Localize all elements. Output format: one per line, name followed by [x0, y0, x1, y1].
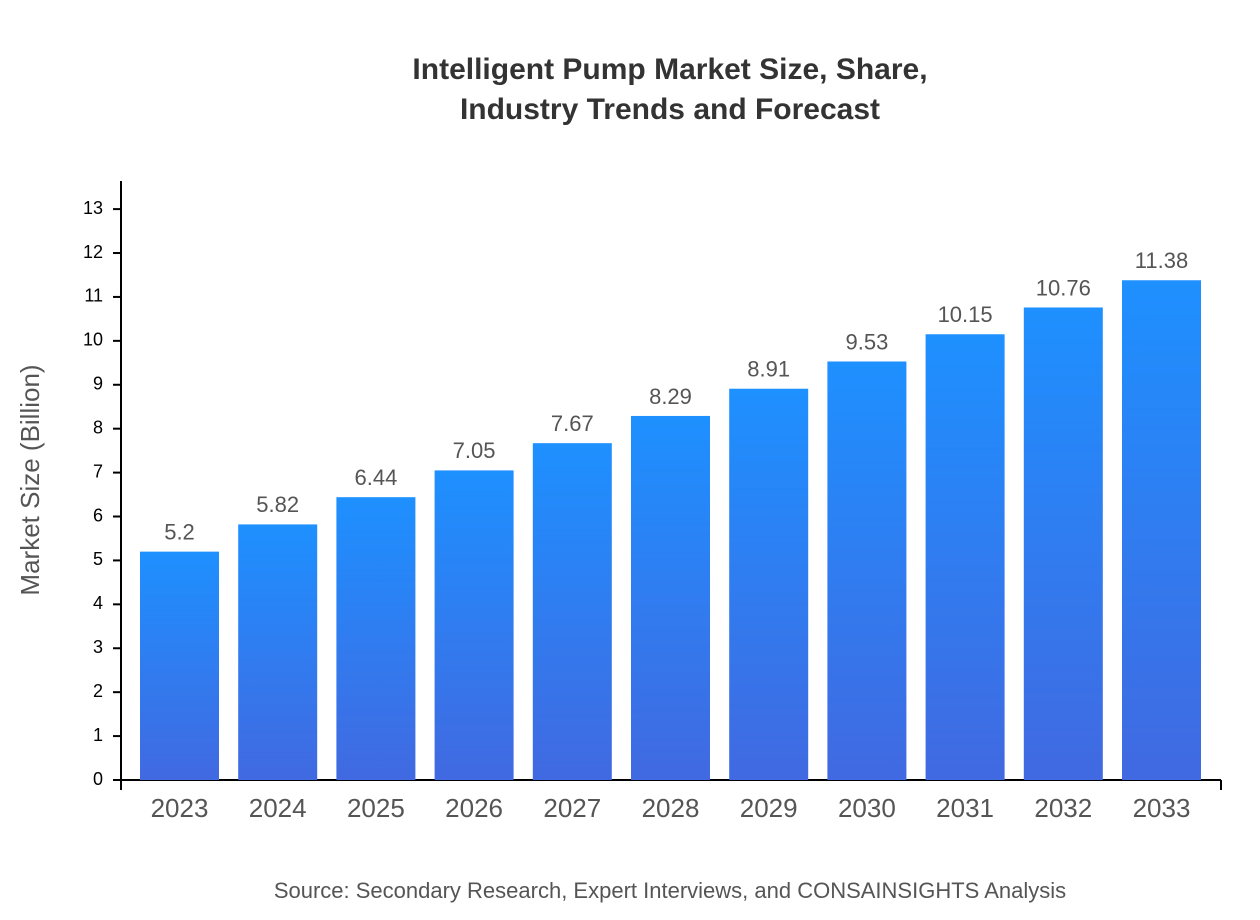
bar: [1023, 307, 1103, 780]
y-tick-label: 0: [93, 769, 103, 789]
x-tick-label: 2026: [445, 793, 503, 823]
x-tick-label: 2031: [936, 793, 994, 823]
bar: [532, 443, 612, 780]
value-label: 11.38: [1135, 248, 1188, 273]
y-tick-label: 12: [83, 242, 103, 262]
y-tick-label: 4: [93, 593, 103, 613]
value-label: 7.67: [551, 411, 594, 436]
y-tick-label: 6: [93, 505, 103, 525]
value-label: 8.29: [649, 384, 692, 409]
y-tick-label: 13: [83, 198, 103, 218]
value-label: 8.91: [747, 357, 790, 382]
y-tick-label: 8: [93, 417, 103, 437]
y-tick-label: 10: [83, 330, 103, 350]
bar: [238, 524, 318, 780]
value-label: 6.44: [354, 465, 397, 490]
y-tick-label: 5: [93, 549, 103, 569]
value-label: 10.15: [938, 302, 993, 327]
bar: [631, 415, 710, 780]
y-axis-label: Market Size (Billion): [15, 364, 45, 595]
y-tick-label: 7: [93, 461, 103, 481]
x-tick-label: 2023: [151, 793, 209, 823]
x-tick-label: 2028: [642, 793, 700, 823]
value-label: 5.82: [256, 492, 299, 517]
source: Source: Secondary Research, Expert Inter…: [274, 878, 1066, 903]
x-tick-label: 2027: [543, 793, 601, 823]
y-tick-label: 11: [84, 286, 103, 306]
y-tick-label: 9: [93, 374, 103, 394]
x-tick-label: 2032: [1034, 793, 1092, 823]
x-tick-label: 2029: [740, 793, 798, 823]
bar: [1122, 280, 1201, 780]
x-tick-label: 2033: [1133, 793, 1191, 823]
value-label: 7.05: [453, 438, 496, 463]
y-tick-label: 1: [93, 725, 103, 745]
bar: [140, 551, 219, 780]
value-label: 10.76: [1036, 275, 1091, 300]
value-label: 5.2: [164, 519, 195, 544]
value-label: 9.53: [845, 329, 888, 354]
x-tick-label: 2024: [249, 793, 307, 823]
bar: [827, 361, 907, 780]
bar: [336, 497, 416, 780]
x-tick-label: 2030: [838, 793, 896, 823]
chart-title: Intelligent Pump Market Size, Share, Ind…: [412, 53, 928, 126]
bar: [729, 388, 809, 780]
x-tick-label: 2025: [347, 793, 405, 823]
y-tick-label: 2: [93, 681, 103, 701]
y-tick-label: 3: [93, 637, 103, 657]
bar: [434, 470, 514, 780]
bar: [925, 334, 1005, 780]
